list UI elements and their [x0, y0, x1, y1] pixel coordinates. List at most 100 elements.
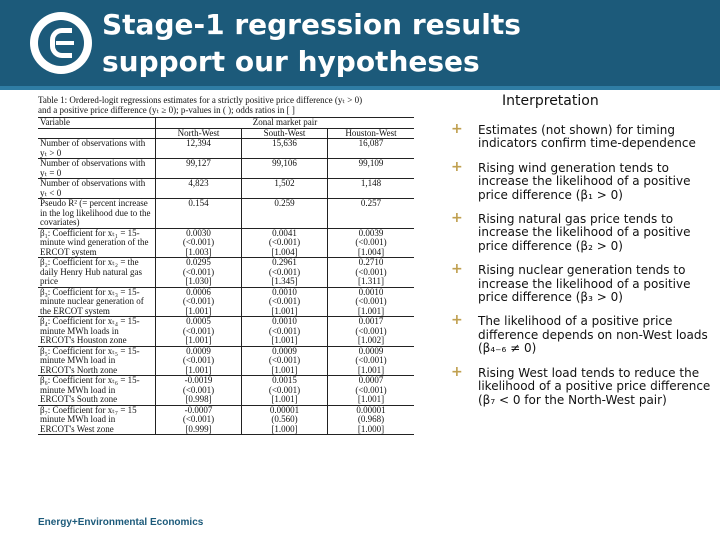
- bullet-text: Rising natural gas price tends to increa…: [478, 212, 691, 253]
- interpretation-bullet: + Rising wind generation tends to increas…: [448, 158, 714, 202]
- value-cell: 0.0009 (<0.001) [1.001]: [242, 346, 328, 375]
- value-line: 0.0007: [358, 376, 384, 385]
- value-line: (<0.001): [182, 414, 215, 424]
- value-line: 99,106: [272, 159, 297, 168]
- plus-bullet-icon: +: [451, 158, 463, 175]
- row-label-line: covariates): [40, 217, 80, 227]
- bullet-text: Rising West load tends to reduce the lik…: [478, 365, 711, 407]
- row-label-line: yₜ = 0: [40, 167, 62, 178]
- value-line: [1.001]: [271, 305, 298, 316]
- col-header-south-west: South-West: [242, 128, 328, 138]
- table-row: β₄: Coefficient for xₜ₄ = 15- minute MWh …: [38, 317, 414, 347]
- value-line: [1.345]: [271, 276, 298, 286]
- row-label-line: minute MWh loads in: [40, 325, 119, 336]
- interpretation-bullet: + Rising nuclear generation tends to incr…: [448, 262, 714, 305]
- value-line: [1.002]: [357, 335, 385, 345]
- row-label-line: β₄: Coefficient for xₜ₄ = 15-: [40, 317, 140, 326]
- table-row: β₇: Coefficient for xₜ₇ = 15 minute MWh l…: [38, 405, 414, 435]
- row-label-line: Number of observations with: [40, 139, 146, 148]
- value-line: (<0.001): [182, 266, 215, 277]
- table-row: β₅: Coefficient for xₜ₅ = 15- minute MWh …: [38, 346, 414, 376]
- value-line: (<0.001): [355, 325, 387, 336]
- value-cell: 0.257: [328, 199, 414, 228]
- row-label: Number of observations with yₜ < 0: [38, 179, 156, 198]
- plus-bullet-icon: +: [451, 210, 463, 227]
- plus-bullet-icon: +: [451, 121, 463, 137]
- value-cell: 15,636: [242, 139, 328, 158]
- value-cell: -0.0007 (<0.001) [0.999]: [156, 405, 242, 434]
- value-line: 99,127: [186, 159, 211, 168]
- interpretation-bullet: + The likelihood of a positive price diff…: [448, 313, 714, 355]
- value-line: (<0.001): [355, 384, 387, 395]
- row-label: β₁: Coefficient for xₜ₁ = 15- minute wind…: [38, 228, 156, 257]
- value-line: 0.0295: [186, 258, 211, 267]
- value-line: [1.001]: [185, 305, 212, 316]
- row-label-line: in the log likelihood due to the: [40, 207, 151, 218]
- plus-bullet-icon: +: [451, 363, 463, 380]
- row-label-line: minute MWh load in: [40, 384, 116, 395]
- value-line: 0.0010: [272, 287, 297, 297]
- row-label: β₇: Coefficient for xₜ₇ = 15 minute MWh l…: [38, 405, 156, 434]
- row-label-line: ERCOT's South zone: [40, 394, 118, 404]
- row-label-line: yₜ > 0: [40, 147, 62, 158]
- row-label-line: minute wind generation of the: [40, 237, 149, 247]
- table-row: Number of observations with yₜ > 0 12,394 1…: [38, 139, 414, 159]
- value-line: [1.001]: [185, 364, 212, 375]
- value-cell: 0.0017 (<0.001) [1.002]: [328, 317, 414, 346]
- row-label-line: ERCOT's Houston zone: [40, 335, 127, 345]
- row-label: β₂: Coefficient for xₜ₂ = the daily Henry…: [38, 258, 156, 287]
- row-label: Pseudo R² (= percent increase in the log …: [38, 199, 156, 228]
- row-label: Number of observations with yₜ > 0: [38, 139, 156, 158]
- value-line: 0.257: [360, 199, 382, 208]
- value-line: 0.0017: [358, 317, 384, 326]
- value-line: (<0.001): [355, 237, 387, 247]
- value-line: [0.999]: [185, 423, 212, 434]
- value-line: [1.001]: [185, 335, 212, 345]
- value-line: (<0.001): [268, 237, 301, 247]
- row-label-line: Number of observations with: [40, 179, 146, 188]
- value-line: 12,394: [186, 139, 211, 148]
- value-line: (<0.001): [355, 266, 387, 277]
- row-label-line: β₃: Coefficient for xₜ₃ = 15-: [40, 287, 140, 297]
- table-grid: Variable Zonal market pair North-West So…: [38, 117, 414, 435]
- value-cell: -0.0019 (<0.001) [0.998]: [156, 376, 242, 405]
- value-line: 99,109: [358, 159, 384, 168]
- row-label-line: Pseudo R² (= percent increase: [40, 199, 148, 208]
- bullet-text: Rising nuclear generation tends to incre…: [478, 263, 691, 305]
- value-line: [1.003]: [185, 246, 212, 257]
- value-line: 0.0010: [358, 287, 384, 297]
- value-cell: 99,106: [242, 159, 328, 178]
- interpretation-list: + Estimates (not shown) for timing indica…: [448, 121, 714, 418]
- value-line: 0.2710: [358, 258, 384, 267]
- variable-header-spacer: [38, 128, 156, 138]
- caption-line-1: Table 1: Ordered-logit regressions estim…: [38, 96, 363, 105]
- value-cell: 0.0041 (<0.001) [1.004]: [242, 228, 328, 257]
- value-line: (<0.001): [355, 355, 387, 365]
- value-line: -0.0019: [184, 376, 213, 385]
- value-line: 0.259: [274, 199, 295, 208]
- value-cell: 0.0010 (<0.001) [1.001]: [242, 317, 328, 346]
- value-line: 0.2961: [272, 258, 297, 267]
- value-cell: 0.2710 (<0.001) [1.311]: [328, 258, 414, 287]
- col-header-north-west: North-West: [156, 128, 242, 138]
- e3-logo-icon: [30, 12, 92, 74]
- value-line: (0.968): [357, 414, 385, 424]
- row-label-line: ERCOT's West zone: [40, 423, 114, 434]
- value-line: [1.311]: [358, 276, 384, 286]
- table-row: β₆: Coefficient for xₜ₆ = 15- minute MWh …: [38, 376, 414, 406]
- table-row: β₁: Coefficient for xₜ₁ = 15- minute wind…: [38, 228, 414, 258]
- row-label: β₅: Coefficient for xₜ₅ = 15- minute MWh …: [38, 346, 156, 375]
- value-line: [0.998]: [185, 394, 212, 404]
- value-cell: 0.0010 (<0.001) [1.001]: [328, 288, 414, 317]
- title-line-2: support our hypotheses: [102, 45, 480, 78]
- value-cell: 0.259: [242, 199, 328, 228]
- interpretation-bullet: + Estimates (not shown) for timing indica…: [448, 121, 714, 151]
- value-line: 0.0039: [358, 228, 384, 238]
- value-cell: 0.0007 (<0.001) [1.001]: [328, 376, 414, 405]
- value-line: -0.0007: [184, 405, 213, 415]
- header-stripe: [0, 86, 720, 90]
- table-row: Number of observations with yₜ < 0 4,823 1,…: [38, 179, 414, 199]
- row-label-line: ERCOT's North zone: [40, 364, 118, 375]
- row-label-line: Number of observations with: [40, 159, 146, 168]
- value-line: 16,087: [358, 139, 384, 148]
